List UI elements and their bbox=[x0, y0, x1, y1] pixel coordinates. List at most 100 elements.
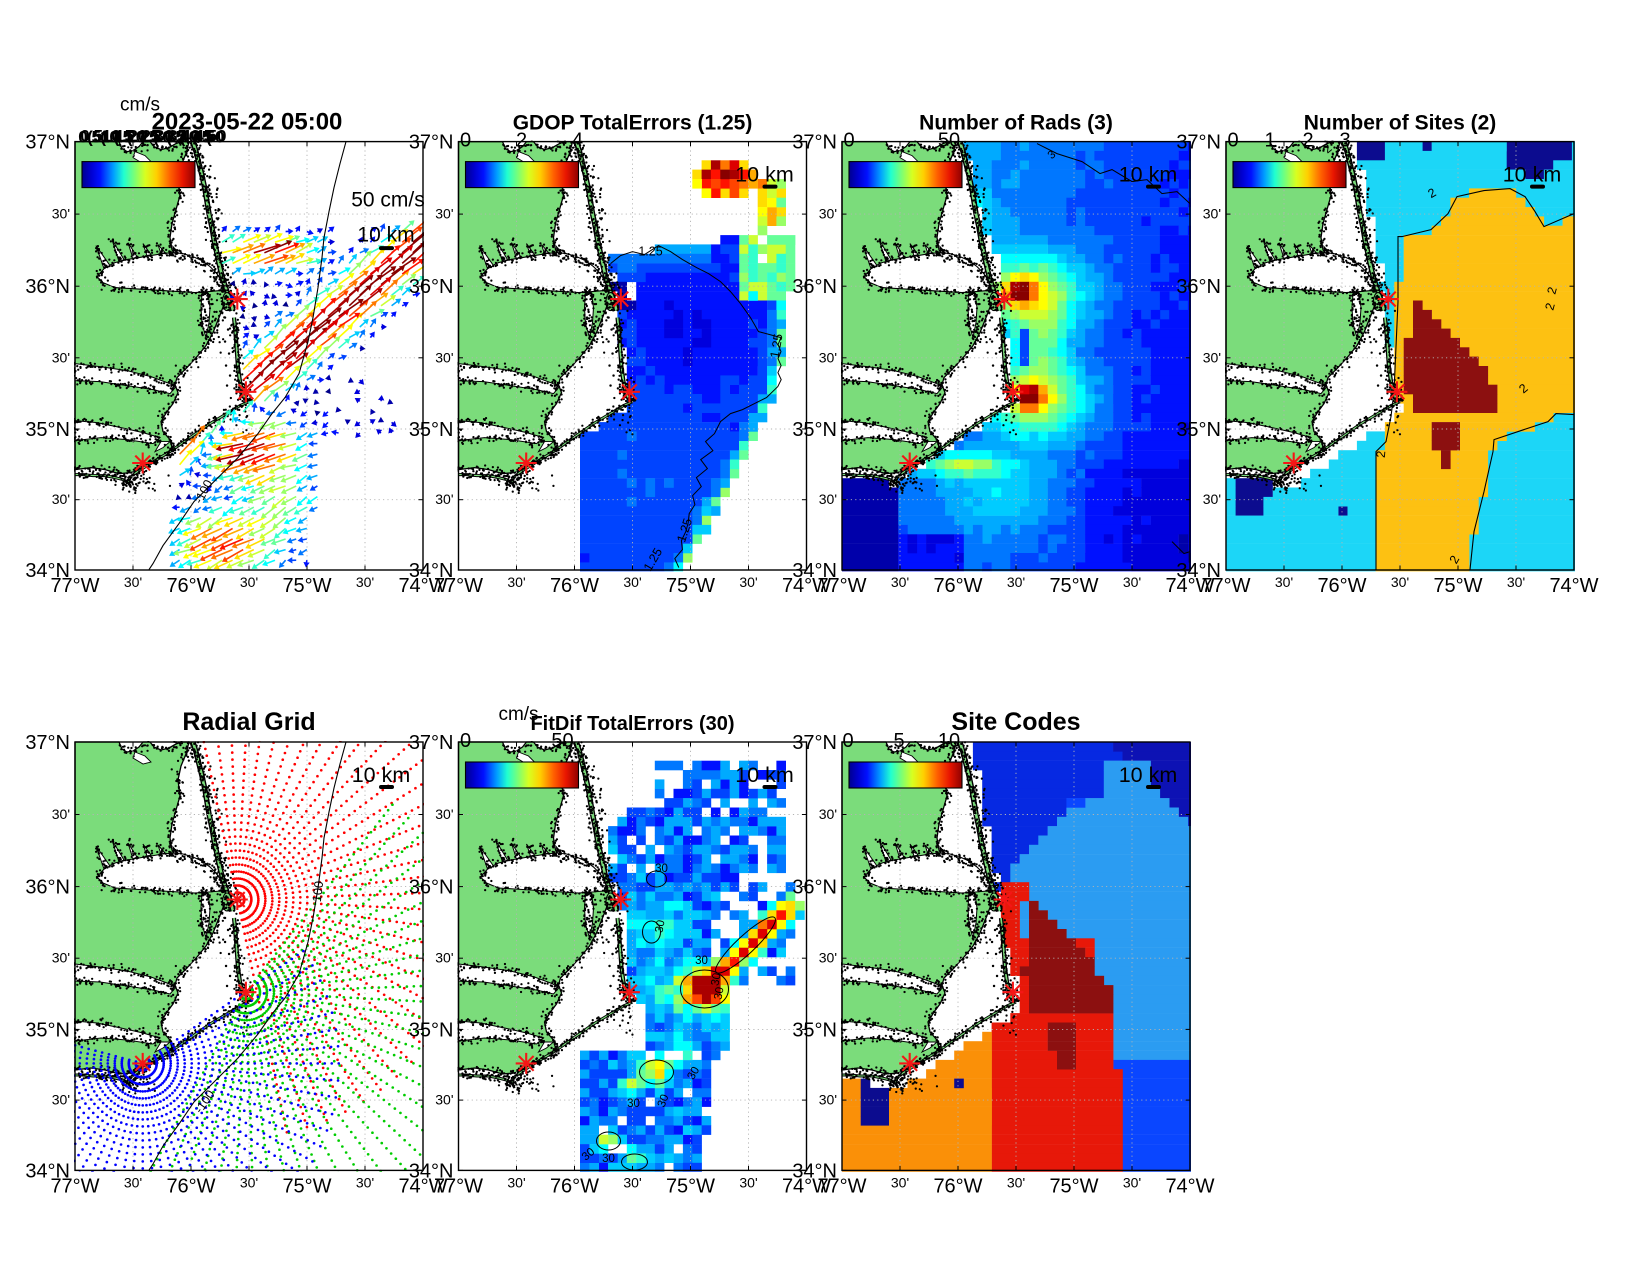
svg-text:30': 30' bbox=[356, 574, 374, 590]
svg-text:(: ( bbox=[166, 128, 172, 147]
svg-text:10 km: 10 km bbox=[1119, 763, 1178, 787]
svg-text:30': 30' bbox=[52, 950, 70, 966]
svg-text:30': 30' bbox=[435, 806, 453, 822]
svg-text:30: 30 bbox=[710, 972, 724, 987]
svg-text:(: ( bbox=[140, 128, 146, 147]
svg-text:(: ( bbox=[100, 128, 106, 147]
svg-text:(: ( bbox=[193, 128, 199, 147]
svg-text:0: 0 bbox=[842, 730, 853, 752]
svg-text:FitDif TotalErrors (30): FitDif TotalErrors (30) bbox=[530, 713, 734, 735]
svg-text:30': 30' bbox=[240, 1174, 258, 1190]
svg-text:30: 30 bbox=[602, 1153, 615, 1165]
svg-text:74°W: 74°W bbox=[1165, 575, 1214, 597]
svg-text:25: 25 bbox=[142, 127, 161, 146]
svg-text:77°W: 77°W bbox=[434, 575, 483, 597]
svg-text:10 km: 10 km bbox=[1119, 163, 1178, 187]
svg-text:2: 2 bbox=[1302, 130, 1313, 152]
svg-text:35°N: 35°N bbox=[25, 1019, 70, 1041]
svg-text:GDOP TotalErrors (1.25): GDOP TotalErrors (1.25) bbox=[513, 112, 753, 135]
svg-text:30': 30' bbox=[507, 574, 525, 590]
svg-text:30': 30' bbox=[356, 1174, 374, 1190]
svg-text:37°N: 37°N bbox=[792, 732, 837, 754]
svg-text:40: 40 bbox=[181, 127, 200, 146]
svg-text:75°W: 75°W bbox=[282, 575, 331, 597]
svg-text:30': 30' bbox=[52, 206, 70, 222]
svg-text:10 km: 10 km bbox=[352, 763, 411, 787]
svg-text:30': 30' bbox=[1275, 574, 1293, 590]
svg-text:36°N: 36°N bbox=[792, 276, 837, 298]
svg-text:Number of Sites (2): Number of Sites (2) bbox=[1304, 112, 1497, 135]
svg-text:30': 30' bbox=[819, 206, 837, 222]
svg-text:76°W: 76°W bbox=[933, 575, 982, 597]
svg-text:30': 30' bbox=[891, 574, 909, 590]
svg-text:2: 2 bbox=[1542, 301, 1557, 311]
svg-text:2: 2 bbox=[516, 130, 527, 152]
svg-text:30': 30' bbox=[819, 1092, 837, 1108]
svg-text:(: ( bbox=[180, 128, 186, 147]
svg-text:30': 30' bbox=[52, 491, 70, 507]
svg-text:2: 2 bbox=[1544, 285, 1559, 295]
svg-text:2: 2 bbox=[1374, 450, 1389, 458]
svg-text:(: ( bbox=[153, 128, 159, 147]
svg-text:15: 15 bbox=[115, 127, 134, 146]
svg-text:cm/s: cm/s bbox=[120, 95, 160, 116]
svg-text:77°W: 77°W bbox=[50, 1175, 99, 1197]
svg-text:75°W: 75°W bbox=[1049, 1175, 1098, 1197]
svg-text:1.25: 1.25 bbox=[638, 245, 662, 259]
svg-text:76°W: 76°W bbox=[550, 575, 599, 597]
svg-text:30': 30' bbox=[739, 574, 757, 590]
svg-text:77°W: 77°W bbox=[50, 575, 99, 597]
svg-text:30': 30' bbox=[1203, 349, 1221, 365]
svg-text:74°W: 74°W bbox=[1165, 1175, 1214, 1197]
svg-text:34°N: 34°N bbox=[25, 1160, 70, 1182]
svg-text:34°N: 34°N bbox=[792, 1160, 837, 1182]
svg-text:30': 30' bbox=[435, 206, 453, 222]
svg-text:1.25: 1.25 bbox=[768, 333, 786, 359]
svg-text:0: 0 bbox=[460, 730, 471, 752]
svg-text:77°W: 77°W bbox=[434, 1175, 483, 1197]
svg-text:76°W: 76°W bbox=[550, 1175, 599, 1197]
svg-text:30: 30 bbox=[155, 127, 174, 146]
svg-text:37°N: 37°N bbox=[409, 132, 454, 154]
svg-text:76°W: 76°W bbox=[166, 1175, 215, 1197]
svg-text:30': 30' bbox=[435, 491, 453, 507]
svg-text:(: ( bbox=[127, 128, 133, 147]
svg-text:Site Codes: Site Codes bbox=[951, 708, 1080, 736]
svg-text:34°N: 34°N bbox=[1176, 560, 1221, 582]
svg-text:0: 0 bbox=[460, 130, 471, 152]
svg-text:100: 100 bbox=[310, 880, 326, 902]
svg-text:76°W: 76°W bbox=[933, 1175, 982, 1197]
svg-text:35°N: 35°N bbox=[1176, 419, 1221, 441]
svg-text:30': 30' bbox=[891, 1174, 909, 1190]
svg-text:10 km: 10 km bbox=[735, 163, 794, 187]
svg-text:35°N: 35°N bbox=[409, 1019, 454, 1041]
svg-text:30': 30' bbox=[819, 349, 837, 365]
svg-text:77°W: 77°W bbox=[817, 575, 866, 597]
svg-text:36°N: 36°N bbox=[792, 877, 837, 899]
svg-text:50 cm/s: 50 cm/s bbox=[351, 189, 425, 212]
svg-text:0: 0 bbox=[1227, 130, 1238, 152]
svg-text:74°W: 74°W bbox=[398, 1175, 447, 1197]
svg-text:30': 30' bbox=[240, 574, 258, 590]
svg-text:4: 4 bbox=[572, 130, 583, 152]
svg-text:30': 30' bbox=[819, 491, 837, 507]
svg-text:74°W: 74°W bbox=[782, 575, 831, 597]
svg-text:36°N: 36°N bbox=[25, 276, 70, 298]
svg-text:30: 30 bbox=[627, 1098, 640, 1110]
svg-text:74°W: 74°W bbox=[398, 575, 447, 597]
svg-text:Number of Rads (3): Number of Rads (3) bbox=[919, 112, 1113, 135]
svg-text:36°N: 36°N bbox=[409, 276, 454, 298]
svg-text:30': 30' bbox=[52, 349, 70, 365]
svg-text:30: 30 bbox=[713, 986, 727, 1001]
svg-text:37°N: 37°N bbox=[792, 132, 837, 154]
svg-text:30': 30' bbox=[1507, 574, 1525, 590]
svg-text:74°W: 74°W bbox=[1549, 575, 1598, 597]
svg-text:30': 30' bbox=[435, 1092, 453, 1108]
svg-text:0: 0 bbox=[78, 128, 87, 147]
svg-text:35°N: 35°N bbox=[792, 1019, 837, 1041]
svg-text:76°W: 76°W bbox=[166, 575, 215, 597]
svg-text:10 km: 10 km bbox=[1503, 163, 1562, 187]
svg-text:50: 50 bbox=[938, 130, 960, 152]
svg-text:37°N: 37°N bbox=[1176, 132, 1221, 154]
svg-text:50: 50 bbox=[208, 127, 227, 146]
